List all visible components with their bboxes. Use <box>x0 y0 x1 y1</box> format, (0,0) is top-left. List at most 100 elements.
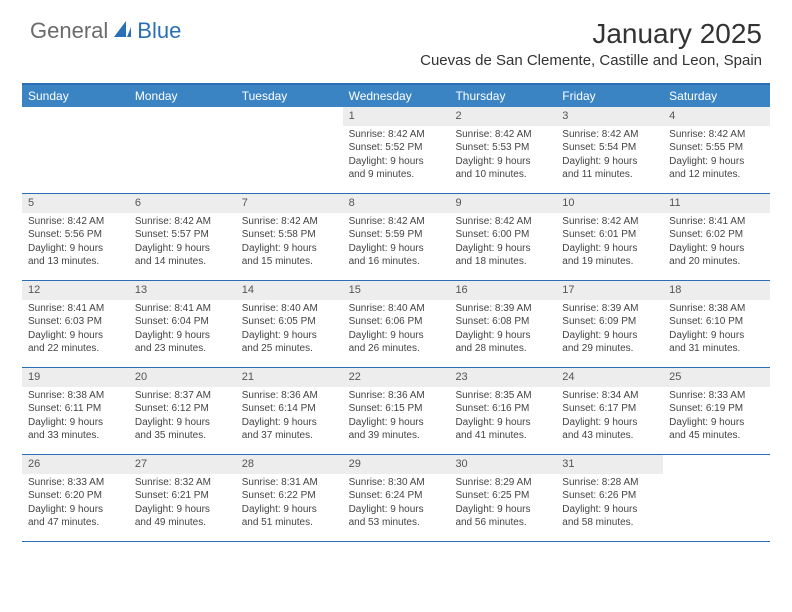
day-info: Sunrise: 8:39 AMSunset: 6:08 PMDaylight:… <box>449 300 556 360</box>
day-number: 29 <box>343 455 450 474</box>
daylight-line-2: and 23 minutes. <box>135 342 230 356</box>
day-info: Sunrise: 8:42 AMSunset: 5:58 PMDaylight:… <box>236 213 343 273</box>
sunrise-line: Sunrise: 8:42 AM <box>562 128 657 142</box>
sunset-line: Sunset: 6:10 PM <box>669 315 764 329</box>
sunrise-line: Sunrise: 8:41 AM <box>135 302 230 316</box>
daylight-line-2: and 12 minutes. <box>669 168 764 182</box>
day-info: Sunrise: 8:39 AMSunset: 6:09 PMDaylight:… <box>556 300 663 360</box>
day-cell: 27Sunrise: 8:32 AMSunset: 6:21 PMDayligh… <box>129 455 236 541</box>
sunset-line: Sunset: 6:02 PM <box>669 228 764 242</box>
sunrise-line: Sunrise: 8:42 AM <box>28 215 123 229</box>
day-info: Sunrise: 8:33 AMSunset: 6:20 PMDaylight:… <box>22 474 129 534</box>
day-cell: 29Sunrise: 8:30 AMSunset: 6:24 PMDayligh… <box>343 455 450 541</box>
sunset-line: Sunset: 5:59 PM <box>349 228 444 242</box>
day-number: 3 <box>556 107 663 126</box>
sunrise-line: Sunrise: 8:42 AM <box>455 128 550 142</box>
day-cell: 1Sunrise: 8:42 AMSunset: 5:52 PMDaylight… <box>343 107 450 193</box>
daylight-line-1: Daylight: 9 hours <box>135 503 230 517</box>
sunrise-line: Sunrise: 8:36 AM <box>242 389 337 403</box>
sunrise-line: Sunrise: 8:42 AM <box>135 215 230 229</box>
day-cell: 19Sunrise: 8:38 AMSunset: 6:11 PMDayligh… <box>22 368 129 454</box>
day-info: Sunrise: 8:40 AMSunset: 6:05 PMDaylight:… <box>236 300 343 360</box>
week-row: 5Sunrise: 8:42 AMSunset: 5:56 PMDaylight… <box>22 194 770 281</box>
day-number: 31 <box>556 455 663 474</box>
daylight-line-1: Daylight: 9 hours <box>349 155 444 169</box>
page-header: General Blue January 2025 Cuevas de San … <box>0 0 792 75</box>
day-number: 25 <box>663 368 770 387</box>
day-info: Sunrise: 8:29 AMSunset: 6:25 PMDaylight:… <box>449 474 556 534</box>
day-header-cell: Monday <box>129 85 236 107</box>
location-subtitle: Cuevas de San Clemente, Castille and Leo… <box>420 52 762 69</box>
daylight-line-2: and 33 minutes. <box>28 429 123 443</box>
day-cell: 15Sunrise: 8:40 AMSunset: 6:06 PMDayligh… <box>343 281 450 367</box>
daylight-line-1: Daylight: 9 hours <box>349 242 444 256</box>
sunset-line: Sunset: 6:14 PM <box>242 402 337 416</box>
day-number: 16 <box>449 281 556 300</box>
daylight-line-1: Daylight: 9 hours <box>562 242 657 256</box>
daylight-line-2: and 47 minutes. <box>28 516 123 530</box>
day-header-cell: Wednesday <box>343 85 450 107</box>
day-info: Sunrise: 8:38 AMSunset: 6:10 PMDaylight:… <box>663 300 770 360</box>
day-info: Sunrise: 8:36 AMSunset: 6:14 PMDaylight:… <box>236 387 343 447</box>
weeks-container: ......1Sunrise: 8:42 AMSunset: 5:52 PMDa… <box>22 107 770 542</box>
day-header-cell: Sunday <box>22 85 129 107</box>
daylight-line-2: and 16 minutes. <box>349 255 444 269</box>
sunset-line: Sunset: 6:16 PM <box>455 402 550 416</box>
sunset-line: Sunset: 6:03 PM <box>28 315 123 329</box>
sunrise-line: Sunrise: 8:38 AM <box>28 389 123 403</box>
day-cell: .. <box>22 107 129 193</box>
day-cell: .. <box>236 107 343 193</box>
daylight-line-1: Daylight: 9 hours <box>455 416 550 430</box>
daylight-line-1: Daylight: 9 hours <box>455 155 550 169</box>
logo-sail-icon <box>112 19 132 44</box>
sunset-line: Sunset: 6:25 PM <box>455 489 550 503</box>
daylight-line-1: Daylight: 9 hours <box>28 329 123 343</box>
sunset-line: Sunset: 6:19 PM <box>669 402 764 416</box>
day-info: Sunrise: 8:36 AMSunset: 6:15 PMDaylight:… <box>343 387 450 447</box>
day-number: 21 <box>236 368 343 387</box>
daylight-line-2: and 15 minutes. <box>242 255 337 269</box>
day-number: 20 <box>129 368 236 387</box>
day-number: 13 <box>129 281 236 300</box>
sunset-line: Sunset: 6:05 PM <box>242 315 337 329</box>
daylight-line-2: and 13 minutes. <box>28 255 123 269</box>
sunrise-line: Sunrise: 8:42 AM <box>562 215 657 229</box>
day-info: Sunrise: 8:42 AMSunset: 5:57 PMDaylight:… <box>129 213 236 273</box>
day-cell: 30Sunrise: 8:29 AMSunset: 6:25 PMDayligh… <box>449 455 556 541</box>
day-info: Sunrise: 8:42 AMSunset: 5:59 PMDaylight:… <box>343 213 450 273</box>
day-number: 4 <box>663 107 770 126</box>
daylight-line-2: and 20 minutes. <box>669 255 764 269</box>
daylight-line-2: and 35 minutes. <box>135 429 230 443</box>
daylight-line-1: Daylight: 9 hours <box>669 155 764 169</box>
sunset-line: Sunset: 6:09 PM <box>562 315 657 329</box>
sunset-line: Sunset: 6:24 PM <box>349 489 444 503</box>
sunrise-line: Sunrise: 8:35 AM <box>455 389 550 403</box>
daylight-line-2: and 53 minutes. <box>349 516 444 530</box>
day-info: Sunrise: 8:34 AMSunset: 6:17 PMDaylight:… <box>556 387 663 447</box>
daylight-line-2: and 39 minutes. <box>349 429 444 443</box>
daylight-line-2: and 26 minutes. <box>349 342 444 356</box>
sunset-line: Sunset: 5:56 PM <box>28 228 123 242</box>
sunset-line: Sunset: 6:00 PM <box>455 228 550 242</box>
day-number: 10 <box>556 194 663 213</box>
sunrise-line: Sunrise: 8:31 AM <box>242 476 337 490</box>
daylight-line-1: Daylight: 9 hours <box>455 242 550 256</box>
day-cell: .. <box>129 107 236 193</box>
daylight-line-2: and 43 minutes. <box>562 429 657 443</box>
sunrise-line: Sunrise: 8:42 AM <box>242 215 337 229</box>
sunset-line: Sunset: 6:15 PM <box>349 402 444 416</box>
day-header-cell: Tuesday <box>236 85 343 107</box>
sunrise-line: Sunrise: 8:42 AM <box>669 128 764 142</box>
sunrise-line: Sunrise: 8:38 AM <box>669 302 764 316</box>
sunrise-line: Sunrise: 8:40 AM <box>242 302 337 316</box>
daylight-line-2: and 22 minutes. <box>28 342 123 356</box>
daylight-line-1: Daylight: 9 hours <box>28 503 123 517</box>
sunset-line: Sunset: 5:58 PM <box>242 228 337 242</box>
sunrise-line: Sunrise: 8:41 AM <box>669 215 764 229</box>
day-info: Sunrise: 8:42 AMSunset: 5:54 PMDaylight:… <box>556 126 663 186</box>
sunset-line: Sunset: 6:08 PM <box>455 315 550 329</box>
day-number: 1 <box>343 107 450 126</box>
day-info: Sunrise: 8:30 AMSunset: 6:24 PMDaylight:… <box>343 474 450 534</box>
day-number: 14 <box>236 281 343 300</box>
month-title: January 2025 <box>420 18 762 50</box>
